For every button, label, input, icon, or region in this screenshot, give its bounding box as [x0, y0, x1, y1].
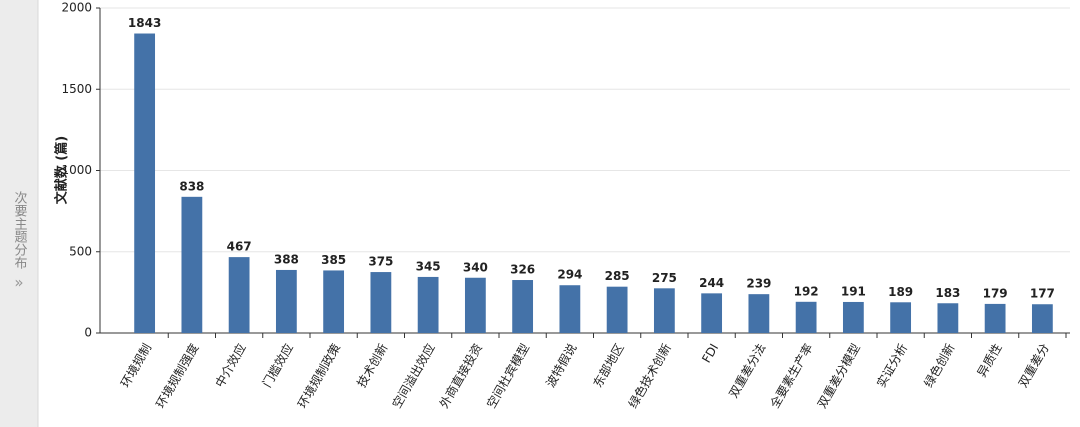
bar	[606, 286, 628, 333]
y-tick-label: 1000	[61, 163, 92, 177]
x-tick-label: 技术创新	[354, 341, 391, 390]
bar	[842, 301, 864, 333]
x-tick-label: 环境规制	[117, 341, 154, 390]
y-axis-label: 文献数 (篇)	[54, 136, 70, 204]
bar	[984, 303, 1006, 333]
y-tick-label: 500	[69, 244, 92, 258]
bar	[134, 33, 156, 333]
bar	[370, 272, 392, 333]
x-tick-label: 双重差分模型	[815, 341, 863, 410]
bar	[181, 196, 203, 333]
bar	[701, 293, 723, 333]
bar	[464, 277, 486, 333]
value-label: 388	[274, 252, 299, 266]
value-label: 294	[557, 268, 582, 282]
value-label: 1843	[128, 16, 161, 30]
value-label: 375	[368, 255, 393, 269]
x-tick-label: 绿色技术创新	[625, 341, 674, 411]
x-tick-label: 门槛效应	[259, 341, 296, 390]
x-tick-label: 波特假说	[543, 341, 580, 390]
y-tick-label: 1500	[61, 82, 92, 96]
x-tick-label: FDI	[699, 341, 721, 365]
bar	[275, 269, 297, 333]
sidebar[interactable]	[0, 0, 38, 427]
value-label: 177	[1030, 287, 1055, 301]
x-tick-label: 双重差分法	[726, 341, 768, 400]
value-label: 385	[321, 253, 346, 267]
bar	[323, 270, 345, 333]
bar	[795, 301, 817, 333]
x-tick-label: 环境规制政策	[294, 341, 343, 411]
value-label: 345	[416, 259, 441, 273]
x-tick-label: 空间杜宾模型	[483, 341, 532, 411]
bar	[559, 285, 581, 333]
bar	[228, 257, 250, 333]
value-label: 467	[227, 240, 252, 254]
sidebar-toggle[interactable]: »	[14, 274, 23, 292]
x-tick-label: 异质性	[975, 341, 1005, 379]
x-tick-label: 空间溢出效应	[389, 341, 438, 411]
bar	[890, 302, 912, 333]
sidebar-label[interactable]: 次要主题分布	[12, 190, 28, 270]
x-tick-label: 东部地区	[590, 341, 627, 390]
value-label: 244	[699, 276, 724, 290]
value-label: 191	[841, 284, 866, 298]
bar	[1031, 304, 1053, 333]
x-tick-label: 中介效应	[212, 341, 249, 390]
bar	[417, 276, 439, 333]
value-label: 183	[935, 286, 960, 300]
x-tick-label: 绿色创新	[921, 341, 958, 390]
value-label: 179	[983, 286, 1008, 300]
value-label: 275	[652, 271, 677, 285]
y-tick-label: 2000	[61, 1, 92, 15]
value-label: 192	[794, 284, 819, 298]
value-label: 326	[510, 263, 535, 277]
bar	[748, 294, 770, 333]
bar	[937, 303, 959, 333]
x-tick-label: 环境规制强度	[153, 341, 202, 411]
x-tick-label: 全要素生产率	[767, 341, 816, 411]
x-tick-label: 外商直接投资	[436, 341, 485, 411]
y-tick-label: 0	[84, 326, 92, 340]
x-tick-label: 双重差分	[1016, 341, 1052, 390]
value-label: 239	[746, 277, 771, 291]
bar	[512, 280, 534, 333]
value-label: 285	[605, 269, 630, 283]
value-label: 189	[888, 285, 913, 299]
x-tick-label: 实证分析	[873, 341, 910, 390]
value-label: 838	[179, 179, 204, 193]
bar	[653, 288, 675, 333]
value-label: 340	[463, 260, 488, 274]
